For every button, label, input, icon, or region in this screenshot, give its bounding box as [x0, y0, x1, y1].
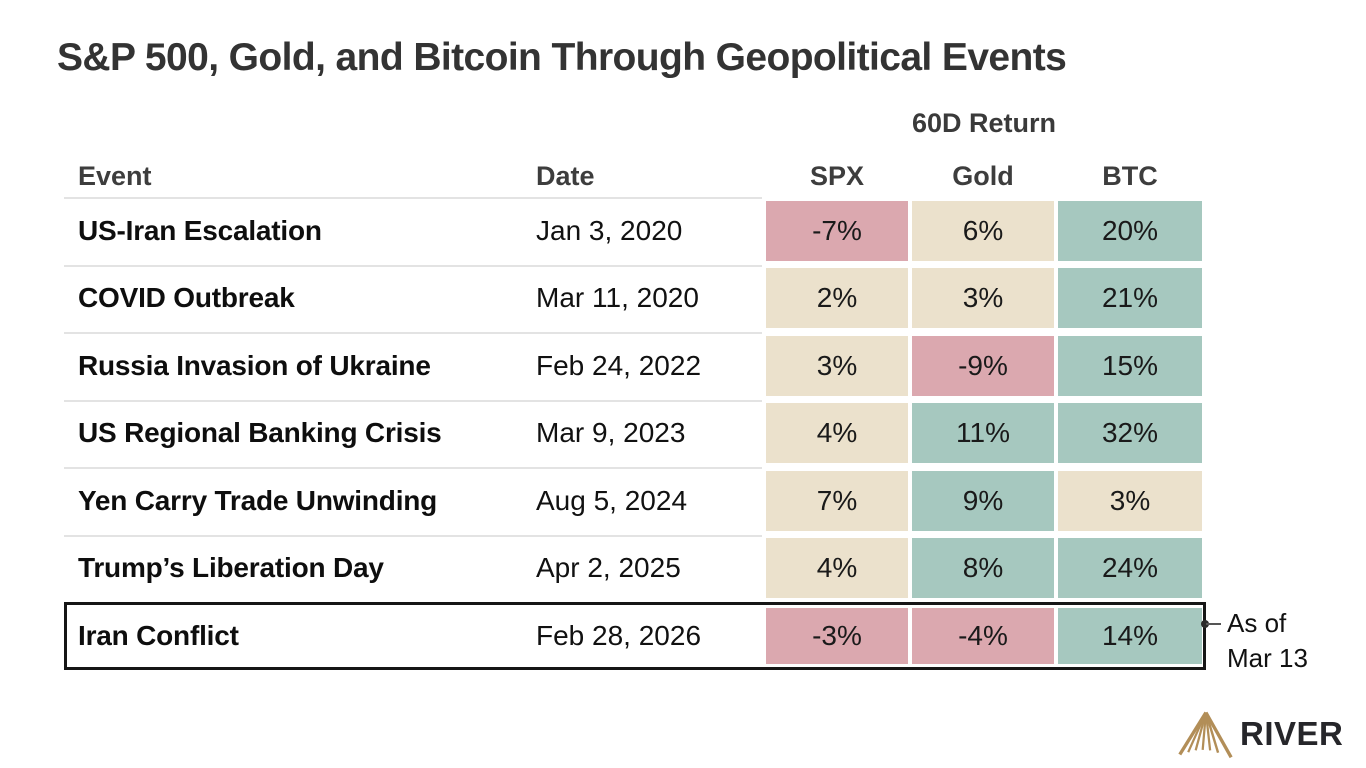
column-header-spx: SPX	[809, 161, 865, 191]
annotation-line-1: As of	[1227, 608, 1287, 638]
event-date: Feb 28, 2026	[536, 619, 702, 651]
group-header-60d-return: 60D Return	[911, 108, 1057, 138]
event-date: Mar 11, 2020	[536, 282, 699, 314]
event-name: COVID Outbreak	[78, 282, 295, 314]
btc-return-cell: 21%	[1058, 268, 1202, 328]
table-row: US Regional Banking Crisis Mar 9, 2023 4…	[64, 399, 1206, 468]
row-divider	[64, 399, 762, 402]
spx-return-cell: 4%	[766, 403, 908, 463]
event-date: Jan 3, 2020	[536, 214, 683, 246]
table-row-highlighted: Iran Conflict Feb 28, 2026 -3% -4% 14%	[64, 602, 1206, 670]
event-date: Apr 2, 2025	[536, 552, 681, 584]
spx-return-cell: 4%	[766, 538, 908, 598]
btc-return-cell: 3%	[1058, 470, 1202, 531]
gold-return-cell: -4%	[912, 608, 1054, 664]
river-logo: RIVER	[1177, 709, 1343, 759]
gold-return-cell: -9%	[912, 335, 1054, 396]
row-divider	[64, 197, 762, 199]
annotation-line-2: Mar 13	[1227, 643, 1308, 673]
river-wordmark: RIVER	[1240, 715, 1344, 752]
event-date: Feb 24, 2022	[536, 349, 702, 381]
column-header-btc: BTC	[1102, 161, 1158, 191]
table-row: Trump’s Liberation Day Apr 2, 2025 4% 8%…	[64, 534, 1206, 603]
annotation-as-of: As of Mar 13	[1227, 606, 1308, 676]
spx-return-cell: 3%	[766, 335, 908, 396]
gold-return-cell: 8%	[912, 538, 1054, 598]
column-header-event: Event	[78, 161, 152, 191]
table-row: US-Iran Escalation Jan 3, 2020 -7% 6% 20…	[64, 197, 1206, 265]
table-row: Yen Carry Trade Unwinding Aug 5, 2024 7%…	[64, 467, 1206, 535]
column-header-date: Date	[536, 161, 595, 191]
row-divider	[64, 264, 762, 267]
row-divider	[64, 534, 762, 537]
table-row: Russia Invasion of Ukraine Feb 24, 2022 …	[64, 332, 1206, 400]
event-date: Aug 5, 2024	[536, 484, 688, 516]
page-title: S&P 500, Gold, and Bitcoin Through Geopo…	[57, 36, 1067, 79]
column-header-gold: Gold	[952, 161, 1014, 191]
annotation-dot	[1201, 619, 1209, 628]
gold-return-cell: 3%	[912, 268, 1054, 328]
table-row: COVID Outbreak Mar 11, 2020 2% 3% 21%	[64, 264, 1206, 333]
gold-return-cell: 9%	[912, 470, 1054, 531]
row-divider	[64, 467, 762, 469]
btc-return-cell: 14%	[1058, 608, 1202, 664]
btc-return-cell: 20%	[1058, 200, 1202, 261]
row-divider	[64, 332, 762, 334]
btc-return-cell: 24%	[1058, 538, 1202, 598]
event-name: US-Iran Escalation	[78, 214, 322, 246]
btc-return-cell: 15%	[1058, 335, 1202, 396]
gold-return-cell: 6%	[912, 200, 1054, 261]
spx-return-cell: -3%	[766, 608, 908, 664]
event-name: Trump’s Liberation Day	[78, 552, 384, 584]
btc-return-cell: 32%	[1058, 403, 1202, 463]
spx-return-cell: -7%	[766, 200, 908, 261]
gold-return-cell: 11%	[912, 403, 1054, 463]
event-date: Mar 9, 2023	[536, 417, 686, 449]
event-name: US Regional Banking Crisis	[78, 417, 442, 449]
event-name: Iran Conflict	[78, 619, 239, 651]
event-name: Yen Carry Trade Unwinding	[78, 484, 438, 516]
spx-return-cell: 2%	[766, 268, 908, 328]
spx-return-cell: 7%	[766, 470, 908, 531]
event-name: Russia Invasion of Ukraine	[78, 349, 431, 381]
mountain-rays-icon	[1178, 711, 1233, 759]
annotation-line	[1206, 622, 1221, 625]
